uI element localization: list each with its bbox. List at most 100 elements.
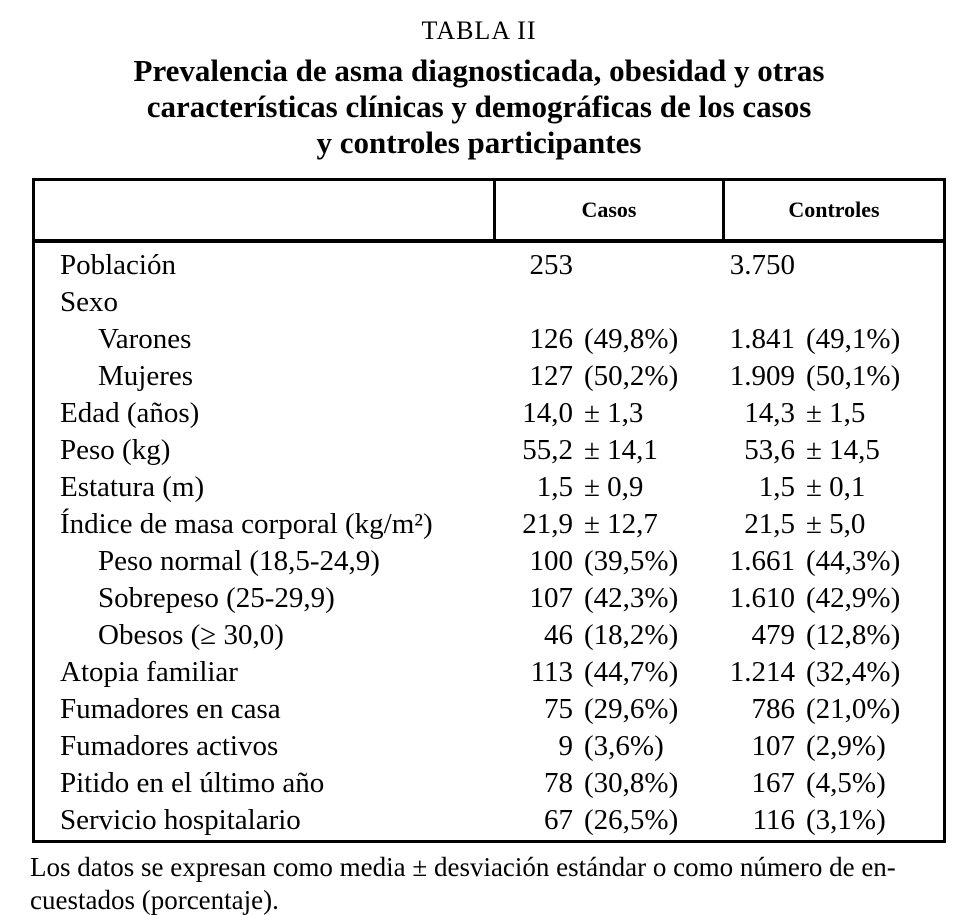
table-row: Varones 126 (49,8%) 1.841 (49,1%) (35, 321, 943, 358)
controles-extra: (50,1%) (806, 360, 901, 392)
table-row: Sexo (35, 284, 943, 321)
row-label: Población (60, 249, 176, 281)
table-row: Edad (años) 14,0 ± 1,3 14,3 ± 1,5 (35, 395, 943, 432)
controles-extra: ± 14,5 (806, 434, 880, 466)
casos-value: 67 (544, 804, 573, 836)
table-row: Fumadores activos 9 (3,6%) 107 (2,9%) (35, 728, 943, 765)
row-label: Sobrepeso (25-29,9) (98, 582, 335, 614)
controles-extra: (4,5%) (806, 767, 886, 799)
row-label: Índice de masa corporal (kg/m²) (60, 508, 433, 540)
controles-extra: (49,1%) (806, 323, 901, 355)
table-title-line-3: y controles participantes (316, 125, 642, 160)
footnote-line-2: cuestados (porcentaje). (30, 885, 279, 915)
casos-extra: (29,6%) (584, 693, 679, 725)
table-row: Mujeres 127 (50,2%) 1.909 (50,1%) (35, 358, 943, 395)
table-title-line-2: características clínicas y demográficas … (146, 89, 812, 124)
casos-value: 21,9 (522, 508, 573, 540)
casos-value: 113 (530, 656, 573, 688)
casos-value: 9 (558, 730, 574, 762)
table-row: Atopia familiar 113 (44,7%) 1.214 (32,4%) (35, 654, 943, 691)
table-row: Pitido en el último año 78 (30,8%) 167 (4,5%… (35, 765, 943, 802)
table-body: Población 253 3.750 Sexo Varones 126 (49,8%) 1.… (35, 243, 943, 839)
controles-extra (795, 247, 941, 284)
casos-extra: ± 1,3 (584, 397, 644, 429)
controles-extra: ± 5,0 (806, 508, 866, 540)
data-table: Casos Controles Población 253 3.750 Sexo Var… (32, 178, 946, 843)
casos-extra (573, 284, 722, 321)
row-label: Edad (años) (60, 397, 200, 429)
casos-extra: (3,6%) (584, 730, 664, 762)
controles-extra: (42,9%) (806, 582, 901, 614)
row-label: Fumadores en casa (60, 693, 281, 725)
controles-value: 107 (751, 730, 796, 762)
table-row: Peso normal (18,5-24,9) 100 (39,5%) 1.661 (4… (35, 543, 943, 580)
casos-extra: (18,2%) (584, 619, 679, 651)
table-row: Población 253 3.750 (35, 247, 943, 284)
casos-value: 126 (529, 323, 574, 355)
controles-value: 479 (751, 619, 796, 651)
casos-value: 253 (529, 249, 574, 281)
row-label: Sexo (60, 286, 118, 318)
table-row: Fumadores en casa 75 (29,6%) 786 (21,0%) (35, 691, 943, 728)
controles-extra (795, 284, 941, 321)
casos-value: 100 (529, 545, 574, 577)
controles-value (722, 284, 795, 321)
controles-value: 14,3 (744, 397, 795, 429)
table-row: Índice de masa corporal (kg/m²) 21,9 ± 12,… (35, 506, 943, 543)
controles-extra: (2,9%) (806, 730, 886, 762)
casos-value (493, 284, 573, 321)
casos-extra: ± 14,1 (584, 434, 658, 466)
table-row: Servicio hospitalario 67 (26,5%) 116 (3,1%) (35, 802, 943, 839)
controles-extra: ± 0,1 (806, 471, 866, 503)
row-label: Servicio hospitalario (60, 804, 301, 836)
casos-extra: (44,7%) (584, 656, 679, 688)
casos-extra: (42,3%) (584, 582, 679, 614)
casos-extra: ± 0,9 (584, 471, 644, 503)
casos-extra: (39,5%) (584, 545, 679, 577)
table-row: Obesos (≥ 30,0) 46 (18,2%) 479 (12,8%) (35, 617, 943, 654)
controles-value: 116 (752, 804, 795, 836)
controles-value: 1,5 (758, 471, 795, 503)
controles-value: 53,6 (744, 434, 795, 466)
row-label: Estatura (m) (60, 471, 205, 503)
casos-extra: (30,8%) (584, 767, 679, 799)
controles-extra: (12,8%) (806, 619, 901, 651)
footnote-line-1: Los datos se expresan como media ± desvi… (30, 852, 896, 882)
controles-value: 1.661 (729, 545, 795, 577)
table-row: Peso (kg) 55,2 ± 14,1 53,6 ± 14,5 (35, 432, 943, 469)
casos-extra: (50,2%) (584, 360, 679, 392)
casos-value: 127 (529, 360, 574, 392)
controles-extra: (3,1%) (806, 804, 886, 836)
casos-value: 75 (544, 693, 573, 725)
controles-value: 1.841 (729, 323, 795, 355)
row-label: Varones (98, 323, 192, 355)
header-cell-controles: Controles (722, 181, 943, 239)
controles-value: 21,5 (744, 508, 795, 540)
casos-value: 14,0 (522, 397, 573, 429)
casos-extra: ± 12,7 (584, 508, 658, 540)
row-label: Peso normal (18,5-24,9) (98, 545, 380, 577)
casos-value: 1,5 (536, 471, 573, 503)
controles-value: 167 (751, 767, 796, 799)
row-label: Fumadores activos (60, 730, 279, 762)
controles-extra: ± 1,5 (806, 397, 866, 429)
row-label: Pitido en el último año (60, 767, 325, 799)
row-label: Obesos (≥ 30,0) (98, 619, 284, 651)
controles-extra: (21,0%) (806, 693, 901, 725)
casos-extra (573, 247, 722, 284)
controles-extra: (32,4%) (806, 656, 901, 688)
casos-value: 107 (529, 582, 574, 614)
table-number-label: TABLA II (421, 16, 537, 45)
casos-value: 78 (544, 767, 573, 799)
header-cell-empty (35, 181, 493, 239)
table-row: Sobrepeso (25-29,9) 107 (42,3%) 1.610 (42,9%… (35, 580, 943, 617)
casos-extra: (26,5%) (584, 804, 679, 836)
row-label: Mujeres (98, 360, 194, 392)
row-label: Atopia familiar (60, 656, 238, 688)
controles-value: 1.610 (729, 582, 795, 614)
table-footnote: Los datos se expresan como media ± desvi… (30, 851, 954, 915)
casos-extra: (49,8%) (584, 323, 679, 355)
controles-value: 1.214 (729, 656, 795, 688)
casos-value: 46 (544, 619, 573, 651)
controles-value: 786 (751, 693, 796, 725)
